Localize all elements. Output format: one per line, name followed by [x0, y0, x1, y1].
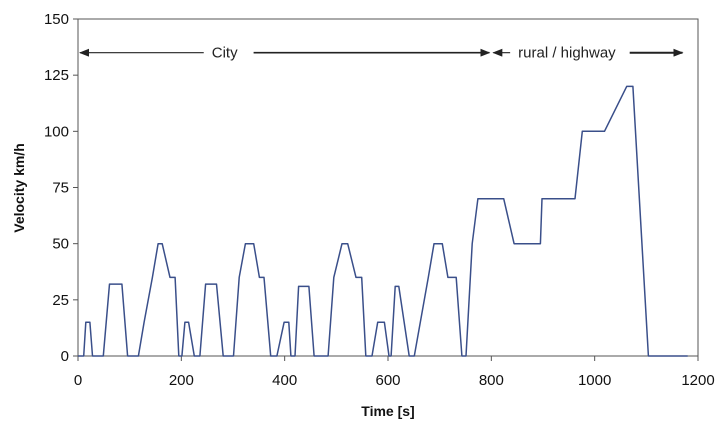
- y-tick-label: 50: [52, 236, 69, 253]
- x-tick-label: 0: [74, 372, 82, 389]
- x-tick-label: 1200: [681, 372, 714, 389]
- velocity-series-line: [78, 85, 688, 357]
- y-axis: 0 25 50 75 100 125 150: [44, 11, 78, 365]
- y-axis-title: Velocity km/h: [11, 143, 27, 232]
- phase-annotations: City rural / highway: [79, 45, 684, 62]
- x-tick-label: 1000: [578, 372, 611, 389]
- y-tick-label: 75: [52, 180, 69, 197]
- rural-highway-annotation-label: rural / highway: [518, 45, 616, 62]
- y-tick-label: 25: [52, 292, 69, 309]
- x-axis: 0 200 400 600 800 1000 1200: [74, 356, 715, 389]
- x-tick-label: 200: [169, 372, 194, 389]
- y-tick-label: 100: [44, 123, 69, 140]
- x-tick-label: 400: [272, 372, 297, 389]
- x-axis-title: Time [s]: [361, 403, 414, 419]
- y-tick-label: 150: [44, 11, 69, 28]
- plot-frame: [77, 18, 699, 357]
- x-tick-label: 600: [375, 372, 400, 389]
- x-tick-label: 800: [479, 372, 504, 389]
- city-annotation-label: City: [212, 45, 238, 62]
- y-tick-label: 125: [44, 67, 69, 84]
- y-tick-label: 0: [61, 348, 69, 365]
